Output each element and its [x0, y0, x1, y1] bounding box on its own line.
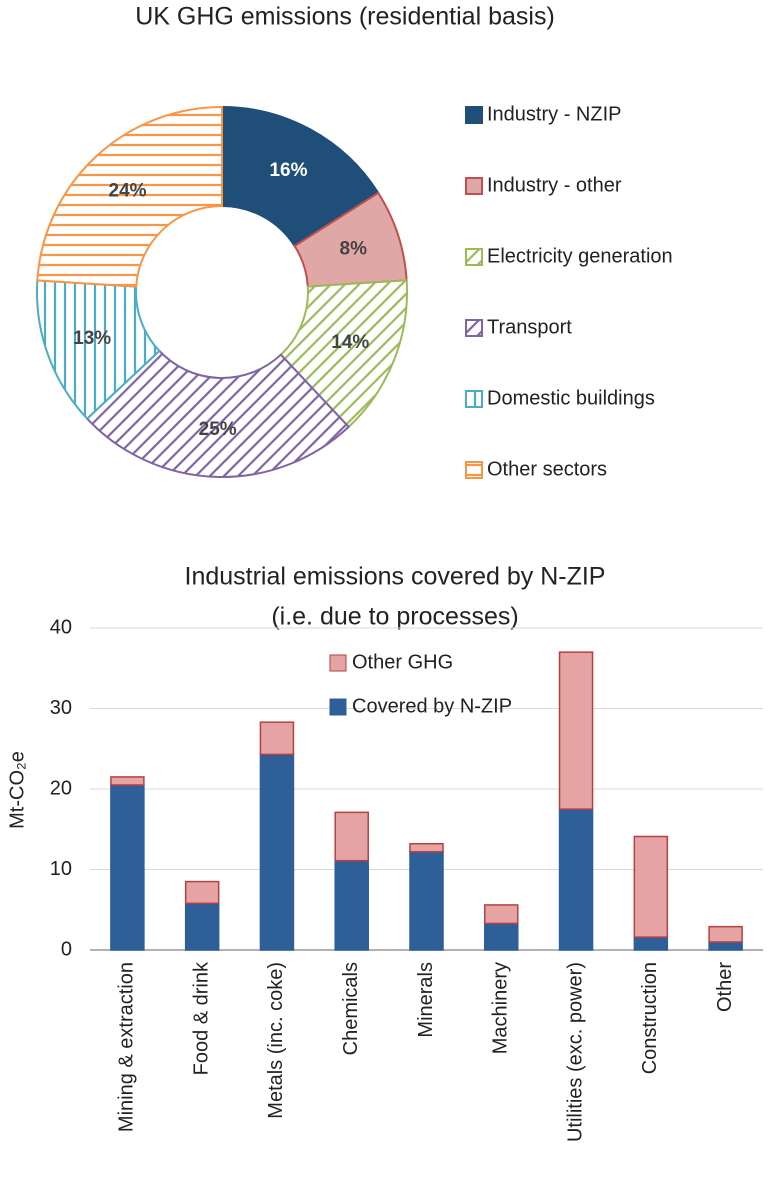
legend-swatch — [465, 106, 483, 124]
x-tick-label: Construction — [639, 962, 661, 1074]
data-label: 16% — [269, 160, 307, 181]
x-tick-label: Food & drink — [190, 961, 212, 1075]
bar-segment — [484, 922, 519, 951]
bar-segment — [259, 753, 295, 951]
legend-label: Other GHG — [352, 651, 453, 673]
x-tick-label: Utilities (exc. power) — [564, 962, 586, 1142]
bar-segment — [259, 721, 295, 756]
bar-segment — [708, 925, 743, 943]
donut-segment — [85, 349, 351, 478]
y-tick-label: 30 — [50, 697, 72, 719]
legend-label: Industry - other — [487, 174, 622, 196]
legend-label: Other sectors — [487, 458, 607, 480]
x-tick-label: Mining & extraction — [116, 962, 138, 1132]
bar-segment — [184, 880, 220, 905]
legend-label: Electricity generation — [487, 245, 673, 267]
y-axis-label: Mt-CO₂e — [6, 751, 28, 829]
legend-swatch — [329, 654, 347, 672]
bar-segment — [558, 651, 594, 810]
chart-subtitle: (i.e. due to processes) — [271, 603, 518, 631]
chart-title: Industrial emissions covered by N-ZIP — [185, 563, 606, 591]
bar-segment — [558, 808, 594, 951]
bar-segment — [409, 842, 444, 853]
legend-label: Domestic buildings — [487, 387, 655, 409]
y-tick-label: 20 — [50, 777, 72, 799]
x-tick-label: Minerals — [415, 962, 437, 1038]
legend-swatch — [465, 461, 483, 479]
x-tick-label: Metals (inc. coke) — [265, 962, 287, 1119]
bar-segment — [484, 904, 519, 925]
chart-title: UK GHG emissions (residential basis) — [135, 3, 555, 31]
bar-segment — [409, 851, 444, 951]
donut-segment — [279, 279, 408, 429]
legend-label: Covered by N-ZIP — [352, 695, 512, 717]
y-tick-label: 40 — [50, 616, 72, 638]
bar-segment — [334, 859, 369, 951]
bar-segment — [633, 835, 669, 938]
donut-segment — [221, 105, 380, 248]
legend-swatch — [465, 248, 483, 266]
legend-label: Transport — [487, 316, 572, 338]
bar-segment — [708, 941, 743, 951]
bar-segment — [110, 784, 145, 951]
x-tick-label: Machinery — [490, 962, 512, 1054]
legend-label: Industry - NZIP — [487, 103, 621, 125]
bar-segment — [184, 902, 220, 951]
legend-swatch — [465, 319, 483, 337]
legend-swatch — [465, 177, 483, 195]
legend-swatch — [465, 390, 483, 408]
data-label: 24% — [109, 180, 147, 201]
bar-segment — [633, 936, 669, 951]
data-label: 13% — [73, 328, 111, 349]
bar-segment — [334, 811, 369, 862]
y-tick-label: 0 — [61, 938, 72, 960]
x-tick-label: Chemicals — [340, 962, 362, 1055]
donut-segment — [36, 105, 223, 288]
data-label: 25% — [199, 419, 237, 440]
data-label: 14% — [331, 332, 369, 353]
legend-swatch — [329, 698, 347, 716]
x-tick-label: Other — [714, 962, 736, 1012]
data-label: 8% — [340, 238, 368, 259]
bar-segment — [110, 776, 145, 786]
y-tick-label: 10 — [50, 858, 72, 880]
